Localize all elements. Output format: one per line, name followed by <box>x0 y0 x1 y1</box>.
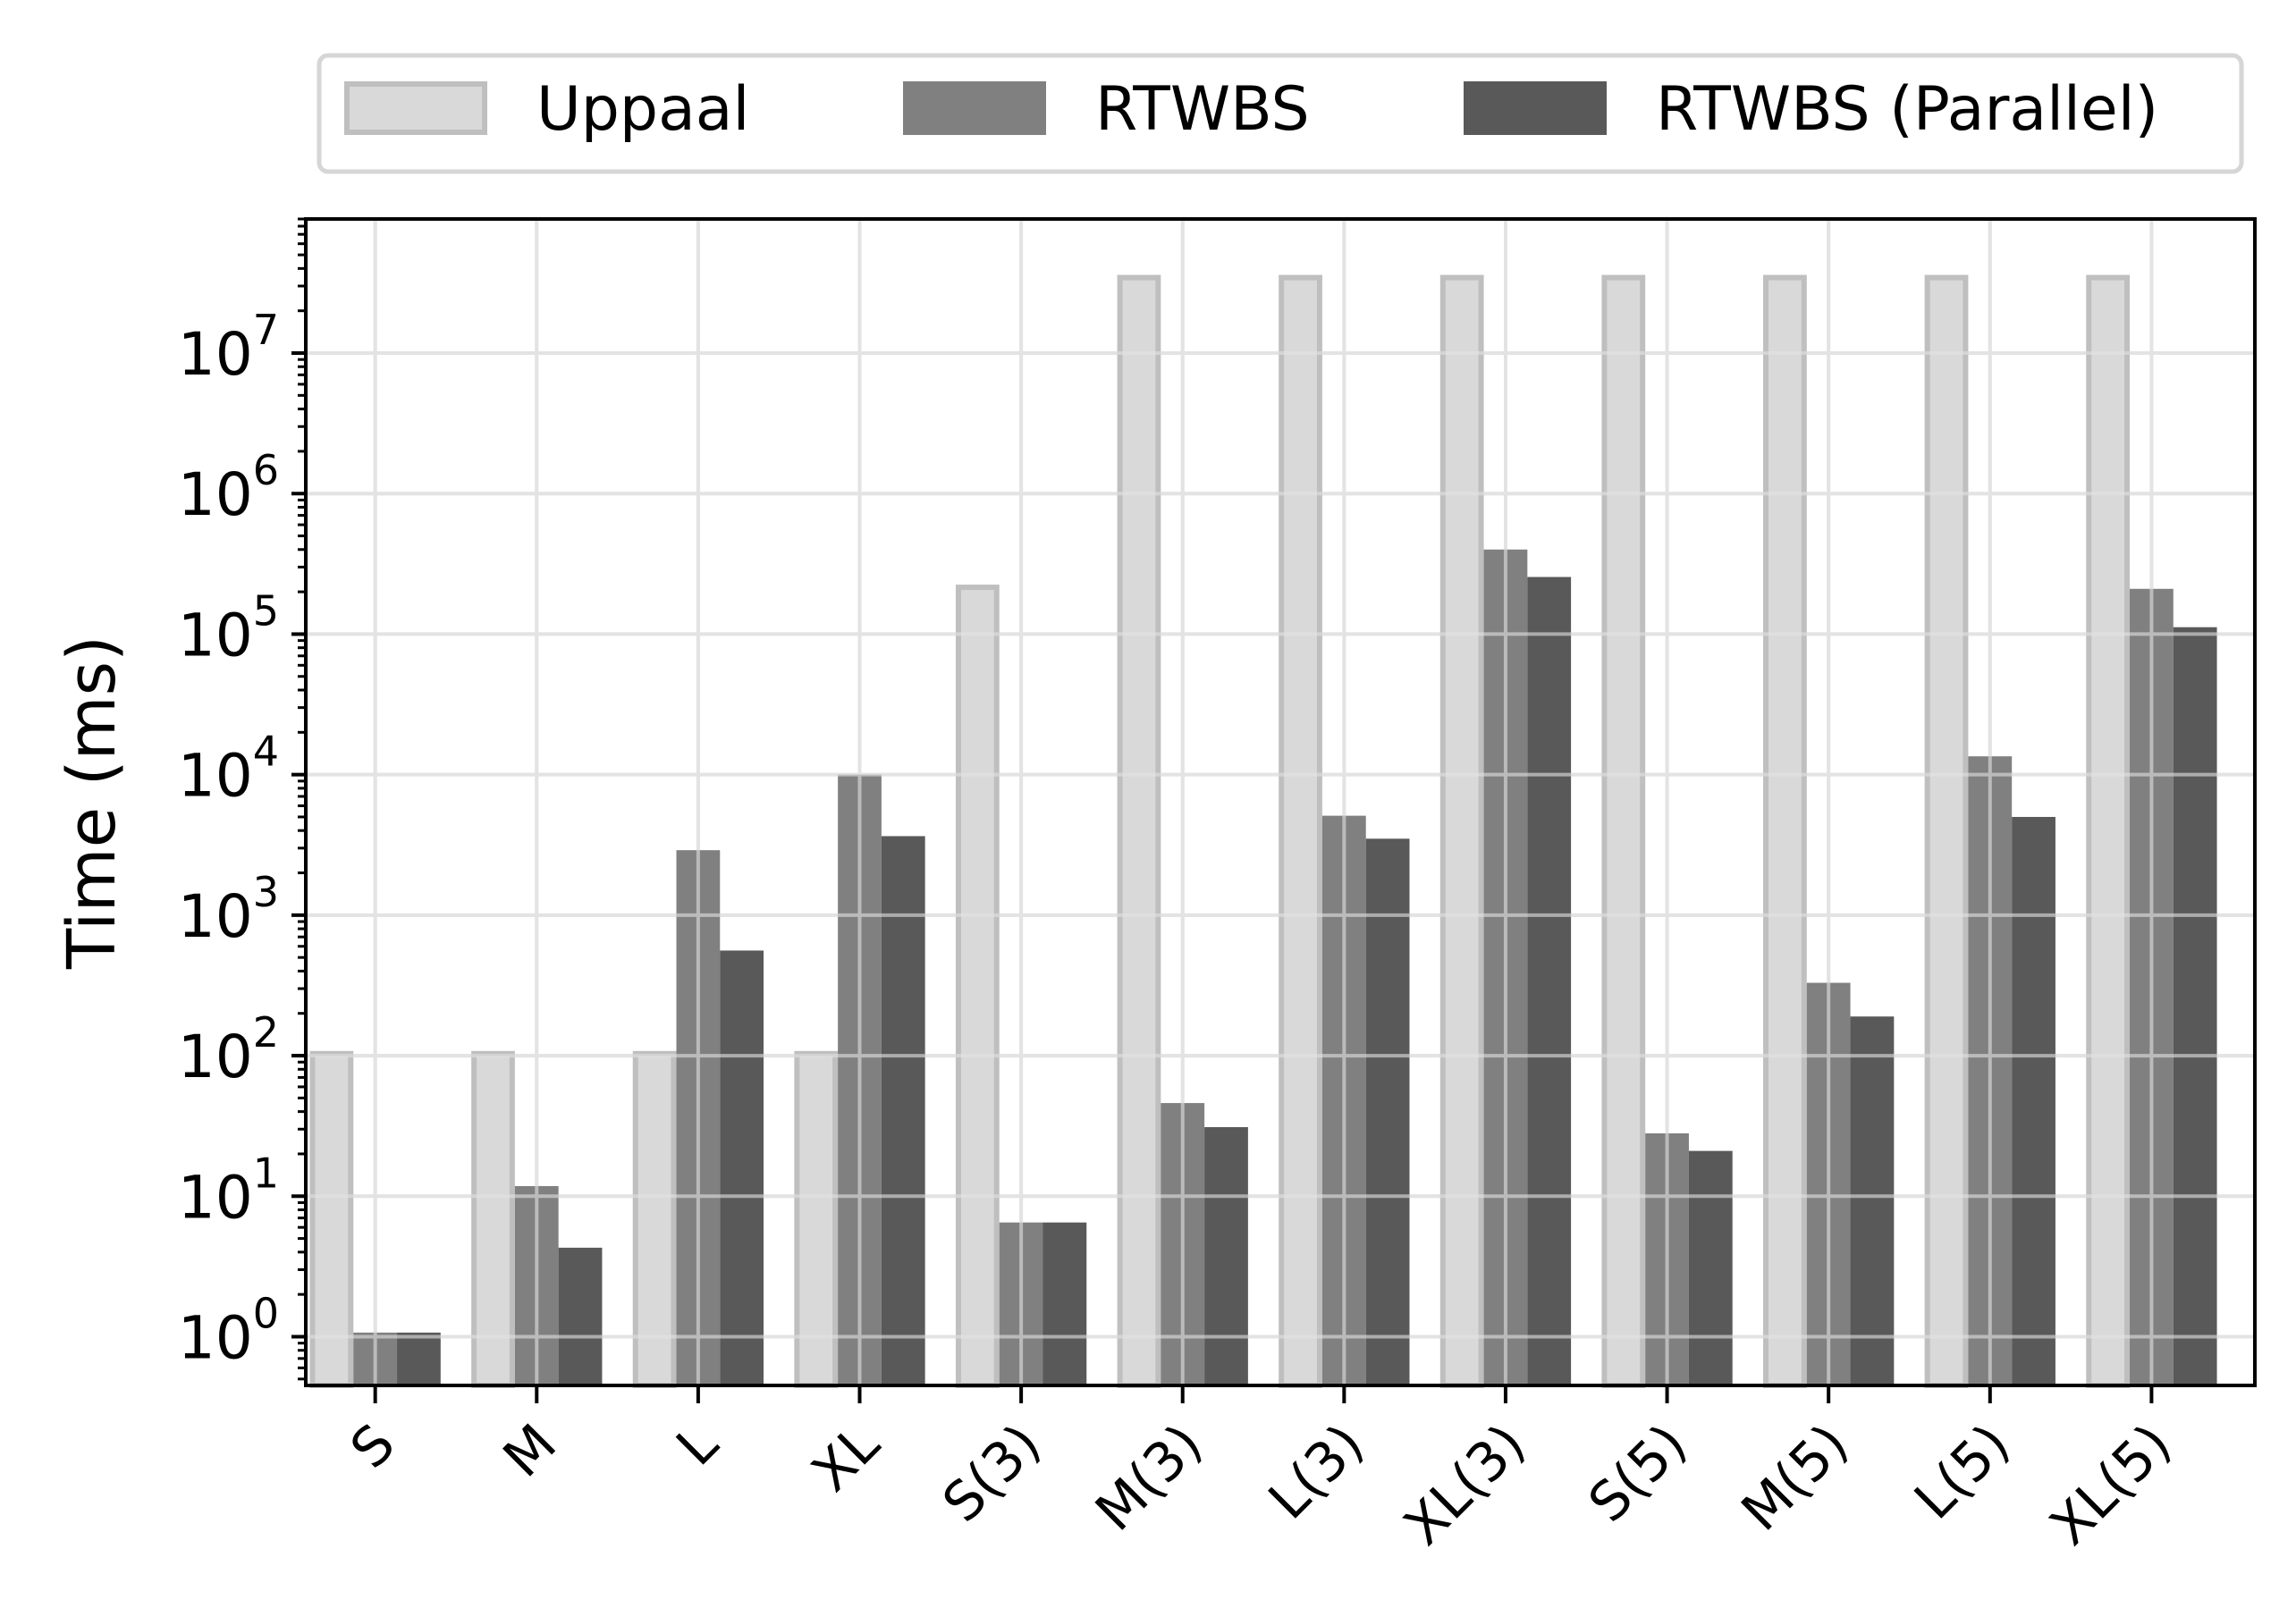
bar-uppaal-xl3 <box>1439 274 1484 1388</box>
legend-label: RTWBS <box>1095 74 1310 145</box>
legend: Uppaal RTWBS RTWBS (Parallel) <box>317 53 2244 174</box>
y-tick-label: 103 <box>178 868 279 951</box>
bar-uppaal-xl5 <box>2086 274 2131 1388</box>
bar-rtwbs-parallel-s5 <box>1688 1150 1733 1385</box>
bar-rtwbs-parallel-s <box>397 1332 441 1385</box>
bar-uppaal-s5 <box>1601 274 1646 1388</box>
grid-overlay <box>306 219 2255 1385</box>
y-tick-label: 104 <box>178 728 279 811</box>
legend-swatch <box>1464 81 1607 135</box>
bar-uppaal-s3 <box>955 585 1000 1388</box>
legend-box <box>317 53 2244 174</box>
y-tick-label: 107 <box>178 306 279 389</box>
bar-uppaal-l5 <box>1924 274 1969 1388</box>
bar-uppaal-m <box>471 1050 515 1388</box>
bar-rtwbs-parallel-xl3 <box>1527 577 1572 1385</box>
y-tick-label: 101 <box>178 1149 279 1232</box>
bars <box>309 274 2217 1388</box>
legend-label: Uppaal <box>536 74 749 145</box>
y-tick-label: 102 <box>178 1008 279 1091</box>
bar-uppaal-xl <box>794 1050 839 1388</box>
bar-uppaal-m5 <box>1763 274 1807 1388</box>
bar-uppaal-l <box>632 1050 677 1388</box>
legend-label: RTWBS (Parallel) <box>1656 74 2158 145</box>
bar-rtwbs-parallel-l <box>720 950 764 1385</box>
y-tick-label: 100 <box>178 1289 279 1372</box>
y-tick-label: 106 <box>178 446 279 529</box>
legend-swatch <box>344 81 487 135</box>
bar-rtwbs-parallel-s3 <box>1042 1222 1087 1385</box>
plot-frame <box>304 217 2257 1387</box>
bar-rtwbs-parallel-l3 <box>1365 838 1410 1385</box>
legend-swatch <box>903 81 1046 135</box>
bar-rtwbs-parallel-l5 <box>2012 816 2055 1385</box>
bar-uppaal-s <box>309 1050 354 1388</box>
bar-rtwbs-parallel-xl5 <box>2173 627 2217 1385</box>
y-axis: 100 101 102 103 104 105 106 107 <box>178 217 306 1381</box>
y-axis-title: Time (ms) <box>54 636 131 970</box>
bar-uppaal-m3 <box>1117 274 1161 1388</box>
bar-rtwbs-parallel-m5 <box>1850 1016 1895 1385</box>
y-tick-label: 105 <box>178 586 279 669</box>
bar-rtwbs-parallel-m <box>558 1247 603 1385</box>
bar-rtwbs-parallel-m3 <box>1204 1127 1248 1385</box>
bar-uppaal-l3 <box>1279 274 1322 1388</box>
bar-rtwbs-parallel-xl <box>881 836 925 1385</box>
